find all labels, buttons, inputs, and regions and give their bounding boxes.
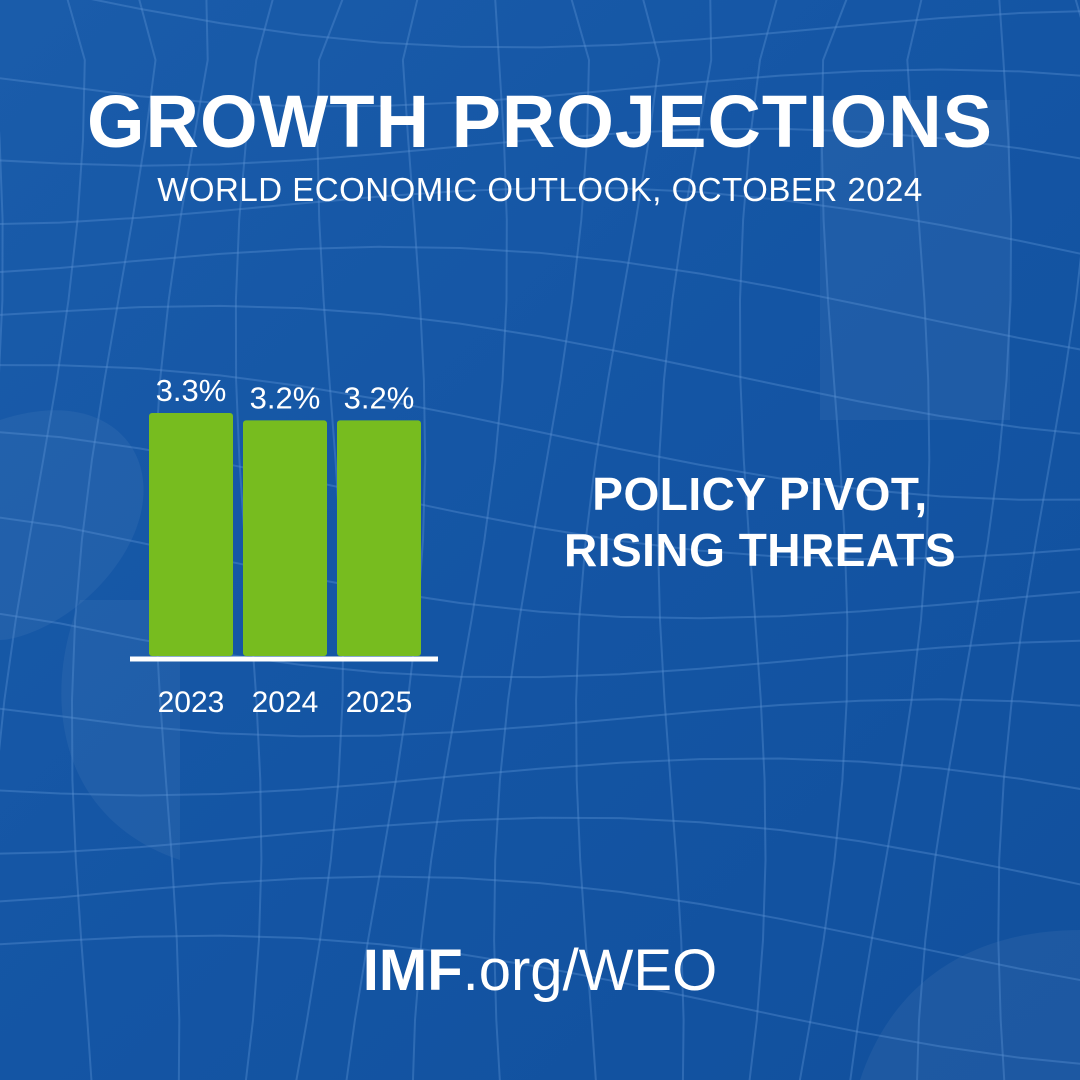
tagline: POLICY PIVOT, RISING THREATS xyxy=(490,466,1030,578)
bar-2024 xyxy=(243,420,327,656)
data-label-2023: 3.3% xyxy=(156,373,227,408)
imf-weo-link[interactable]: IMF.org/WEO xyxy=(0,936,1080,1006)
x-tick-label-2023: 2023 xyxy=(158,686,225,719)
link-rest-part: .org/WEO xyxy=(462,938,718,1003)
label-group: 3.3% 2023 3.2% 2024 3.2% 2025 xyxy=(156,373,415,719)
bar-2025 xyxy=(337,420,421,656)
x-tick-label-2025: 2025 xyxy=(346,686,413,719)
tagline-line-2: RISING THREATS xyxy=(563,524,957,576)
x-tick-label-2024: 2024 xyxy=(252,686,319,719)
tagline-line-1: POLICY PIVOT, xyxy=(592,468,928,520)
page-title: GROWTH PROJECTIONS xyxy=(86,80,994,163)
data-label-2025: 3.2% xyxy=(344,380,415,415)
page-subtitle: WORLD ECONOMIC OUTLOOK, OCTOBER 2024 xyxy=(157,171,923,208)
bar-2023 xyxy=(149,413,233,656)
data-label-2024: 3.2% xyxy=(250,380,321,415)
bar-group xyxy=(149,413,421,656)
link-strong-part: IMF xyxy=(362,938,463,1003)
